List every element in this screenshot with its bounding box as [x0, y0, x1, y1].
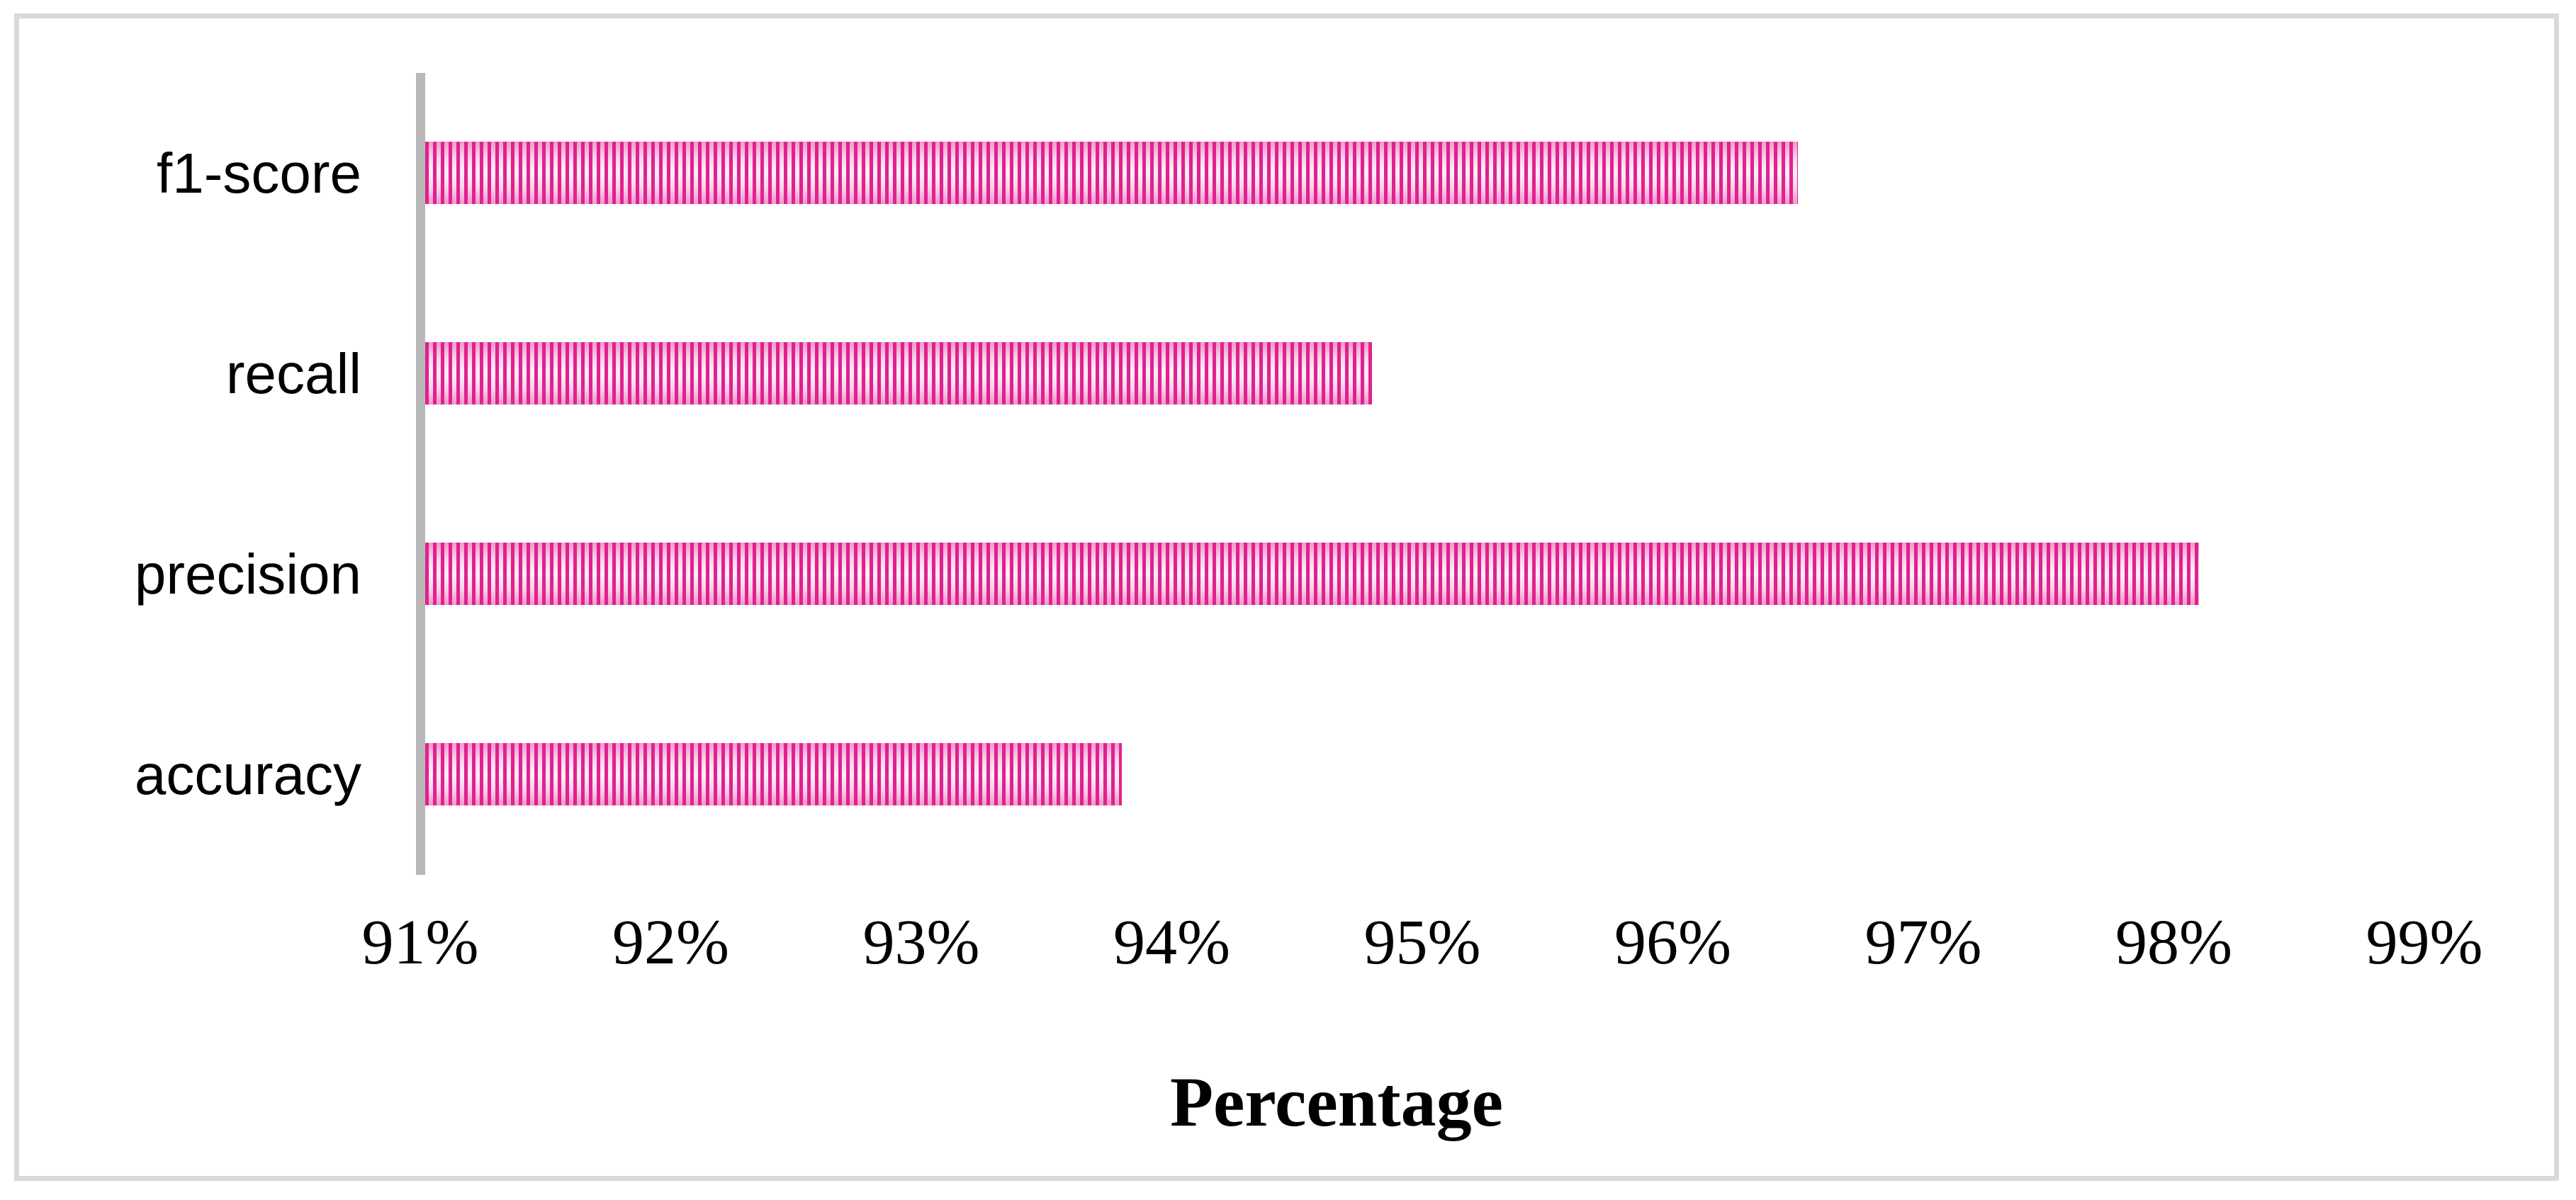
- x-axis-tick-labels: 91% 92% 93% 94% 95% 96% 97% 98% 99%: [0, 904, 2576, 982]
- value-axis-line: [416, 73, 425, 875]
- x-tick-label-96: 96%: [1614, 907, 1731, 978]
- x-tick-label-99: 99%: [2366, 907, 2483, 978]
- category-label-precision: precision: [134, 543, 361, 606]
- chart-border: [14, 13, 2559, 1181]
- category-row-recall: recall: [0, 273, 2576, 474]
- x-tick-label-98: 98%: [2115, 907, 2232, 978]
- category-row-f1-score: f1-score: [0, 73, 2576, 273]
- bar-accuracy: [425, 743, 1122, 805]
- x-tick-label-97: 97%: [1864, 907, 1982, 978]
- x-tick-label-94: 94%: [1113, 907, 1230, 978]
- category-row-accuracy: accuracy: [0, 674, 2576, 875]
- x-tick-label-95: 95%: [1363, 907, 1481, 978]
- category-label-recall: recall: [225, 342, 361, 405]
- x-tick-label-93: 93%: [862, 907, 980, 978]
- category-label-accuracy: accuracy: [134, 743, 361, 806]
- x-axis-title: Percentage: [1169, 1063, 1504, 1141]
- bar-recall: [425, 342, 1372, 404]
- category-label-f1-score: f1-score: [157, 142, 361, 205]
- bar-f1-score: [425, 142, 1798, 204]
- x-tick-label-92: 92%: [612, 907, 729, 978]
- category-row-precision: precision: [0, 474, 2576, 674]
- x-tick-label-91: 91%: [361, 907, 479, 978]
- bar-precision: [425, 543, 2199, 605]
